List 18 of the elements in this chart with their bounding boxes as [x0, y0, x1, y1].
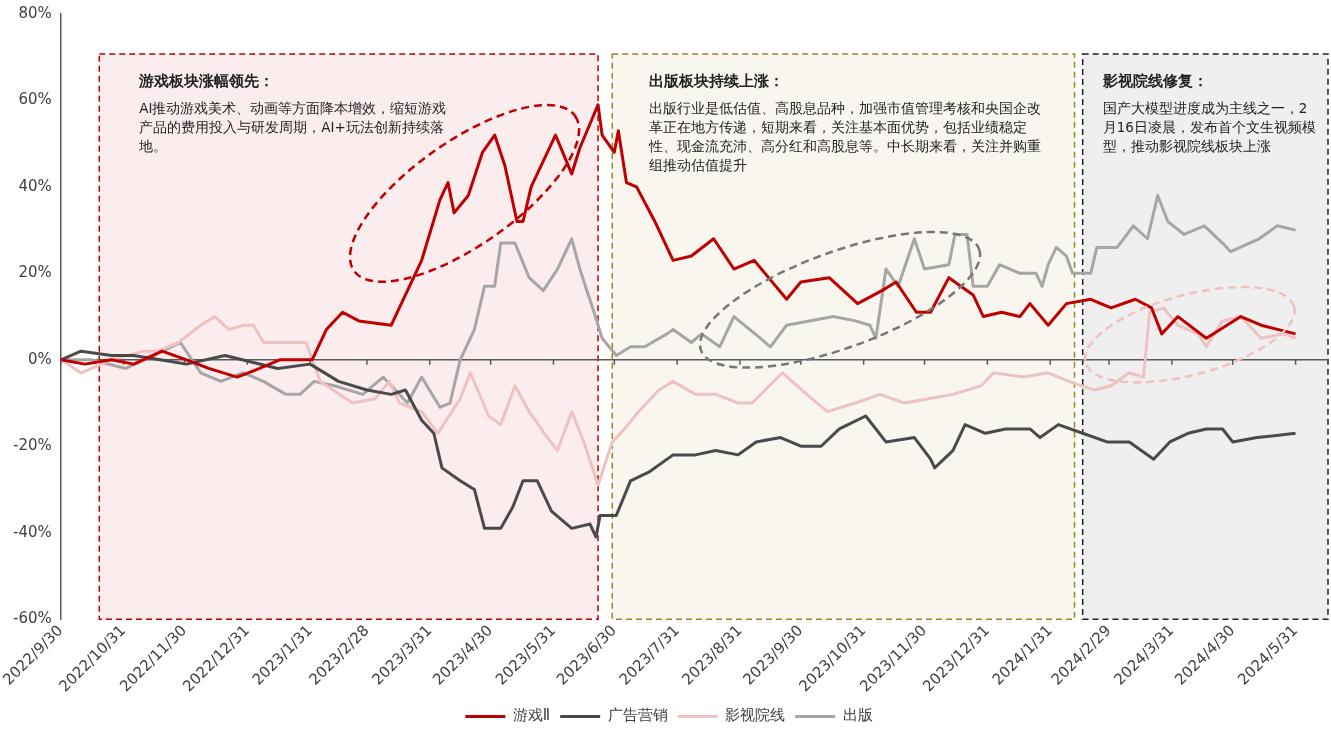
y-tick-label: -20%	[12, 436, 52, 455]
y-tick-label: 60%	[18, 90, 52, 109]
band-label: 游戏板块涨幅领先：	[139, 72, 276, 91]
legend-label: 广告营销	[607, 706, 668, 725]
legend-label: 出版	[842, 706, 873, 725]
y-tick-label: 80%	[18, 3, 52, 22]
y-tick-label: -60%	[12, 609, 52, 628]
legend-label: 游戏Ⅱ	[512, 706, 551, 725]
band-label: 影视院线修复：	[1102, 72, 1209, 91]
y-tick-label: 40%	[18, 176, 52, 195]
y-tick-label: 0%	[27, 349, 52, 368]
y-tick-label: -40%	[12, 522, 52, 541]
legend-label: 影视院线	[725, 706, 786, 725]
band-label: 出版板块持续上涨：	[649, 72, 786, 91]
annotation: AI推动游戏美术、动画等方面降本增效，缩短游戏产品的费用投入与研发周期，AI+玩法创新持续落地。	[139, 99, 448, 156]
y-tick-label: 20%	[18, 263, 52, 282]
annotation: 出版行业是低估值、高股息品种，加强市值管理考核和央国企改革正在地方传递，短期来看，关注基本面优势，包括业绩稳定性、现金流充沛、高分红和高股息等。中长期来看，关注并购重组推动估值提升	[649, 99, 1043, 175]
annotation: 国产大模型进度成为主线之一，2月16日凌晨，发布首个文生视频模型，推动影视院线板块上涨	[1102, 99, 1317, 156]
